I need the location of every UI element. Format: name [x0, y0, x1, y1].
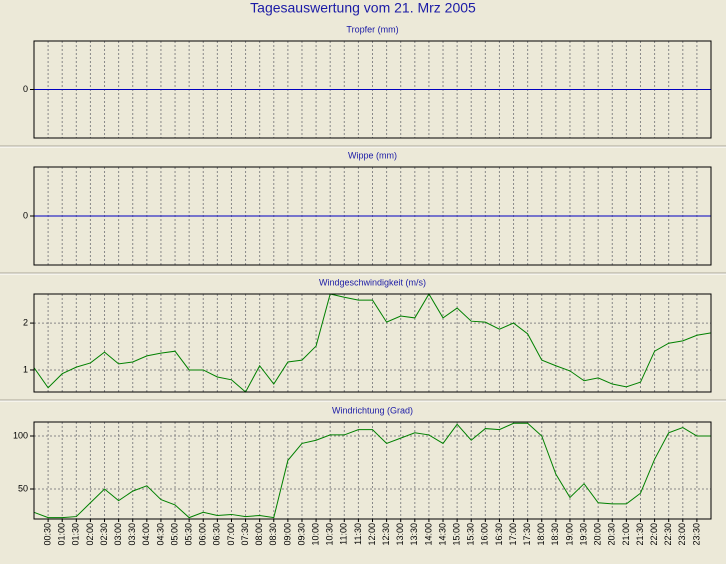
x-tick-label: 20:00 — [593, 523, 603, 546]
panel-title: Windgeschwindigkeit (m/s) — [319, 277, 426, 287]
x-tick-label: 22:30 — [663, 523, 673, 546]
x-tick-label: 16:30 — [494, 523, 504, 546]
x-tick-label: 05:30 — [184, 523, 194, 546]
y-tick-label: 0 — [23, 84, 28, 94]
x-tick-label: 15:00 — [452, 523, 462, 546]
x-tick-label: 00:30 — [42, 523, 52, 546]
x-tick-label: 06:00 — [198, 523, 208, 546]
x-tick-label: 04:30 — [155, 523, 165, 546]
x-tick-label: 23:30 — [691, 523, 701, 546]
x-tick-label: 11:30 — [353, 523, 363, 545]
x-tick-label: 05:00 — [169, 523, 179, 546]
x-tick-label: 15:30 — [466, 523, 476, 546]
plot-frame — [33, 166, 712, 266]
plot-frame — [33, 40, 712, 139]
page-title: Tagesauswertung vom 21. Mrz 2005 — [250, 0, 476, 16]
x-tick-label: 01:00 — [57, 523, 67, 546]
x-tick-label: 18:00 — [536, 523, 546, 546]
x-tick-label: 09:30 — [296, 523, 306, 546]
x-tick-label: 09:00 — [282, 523, 292, 546]
panel-title: Windrichtung (Grad) — [332, 405, 413, 415]
x-tick-label: 17:30 — [522, 523, 532, 546]
x-tick-label: 03:30 — [127, 523, 137, 546]
plot-frame — [33, 293, 712, 393]
x-tick-label: 11:00 — [339, 523, 349, 545]
x-tick-label: 18:30 — [550, 523, 560, 546]
x-tick-label: 14:30 — [437, 523, 447, 546]
panel-title: Wippe (mm) — [348, 150, 397, 160]
y-tick-label: 100 — [13, 430, 28, 440]
x-tick-label: 01:30 — [71, 523, 81, 546]
x-tick-label: 21:30 — [635, 523, 645, 546]
data-line — [33, 422, 711, 519]
x-tick-label: 19:00 — [564, 523, 574, 546]
x-tick-label: 10:30 — [325, 523, 335, 546]
x-tick-label: 19:30 — [578, 523, 588, 546]
x-tick-label: 02:30 — [99, 523, 109, 546]
y-tick-label: 1 — [23, 364, 28, 374]
data-line — [33, 293, 712, 393]
x-tick-label: 22:00 — [649, 523, 659, 546]
x-tick-label: 17:00 — [508, 523, 518, 546]
x-tick-label: 23:00 — [677, 523, 687, 546]
x-tick-label: 06:30 — [212, 523, 222, 546]
x-tick-label: 14:00 — [423, 523, 433, 546]
panel-title: Tropfer (mm) — [346, 24, 398, 34]
x-tick-label: 13:00 — [395, 523, 405, 546]
x-tick-label: 16:00 — [480, 523, 490, 546]
y-tick-label: 50 — [18, 483, 28, 493]
x-tick-label: 20:30 — [607, 523, 617, 546]
x-tick-label: 03:00 — [113, 523, 123, 546]
x-tick-label: 08:30 — [268, 523, 278, 546]
y-tick-label: 2 — [23, 317, 28, 327]
x-tick-label: 04:00 — [141, 523, 151, 546]
x-tick-label: 13:30 — [409, 523, 419, 546]
x-tick-label: 21:00 — [621, 523, 631, 546]
x-tick-label: 12:00 — [367, 523, 377, 546]
x-tick-label: 07:30 — [240, 523, 250, 546]
y-tick-label: 0 — [23, 210, 28, 220]
x-tick-label: 02:00 — [85, 523, 95, 546]
x-tick-label: 10:00 — [310, 523, 320, 546]
x-tick-label: 12:30 — [381, 523, 391, 546]
x-tick-label: 07:00 — [226, 523, 236, 546]
x-tick-label: 08:00 — [254, 523, 264, 546]
